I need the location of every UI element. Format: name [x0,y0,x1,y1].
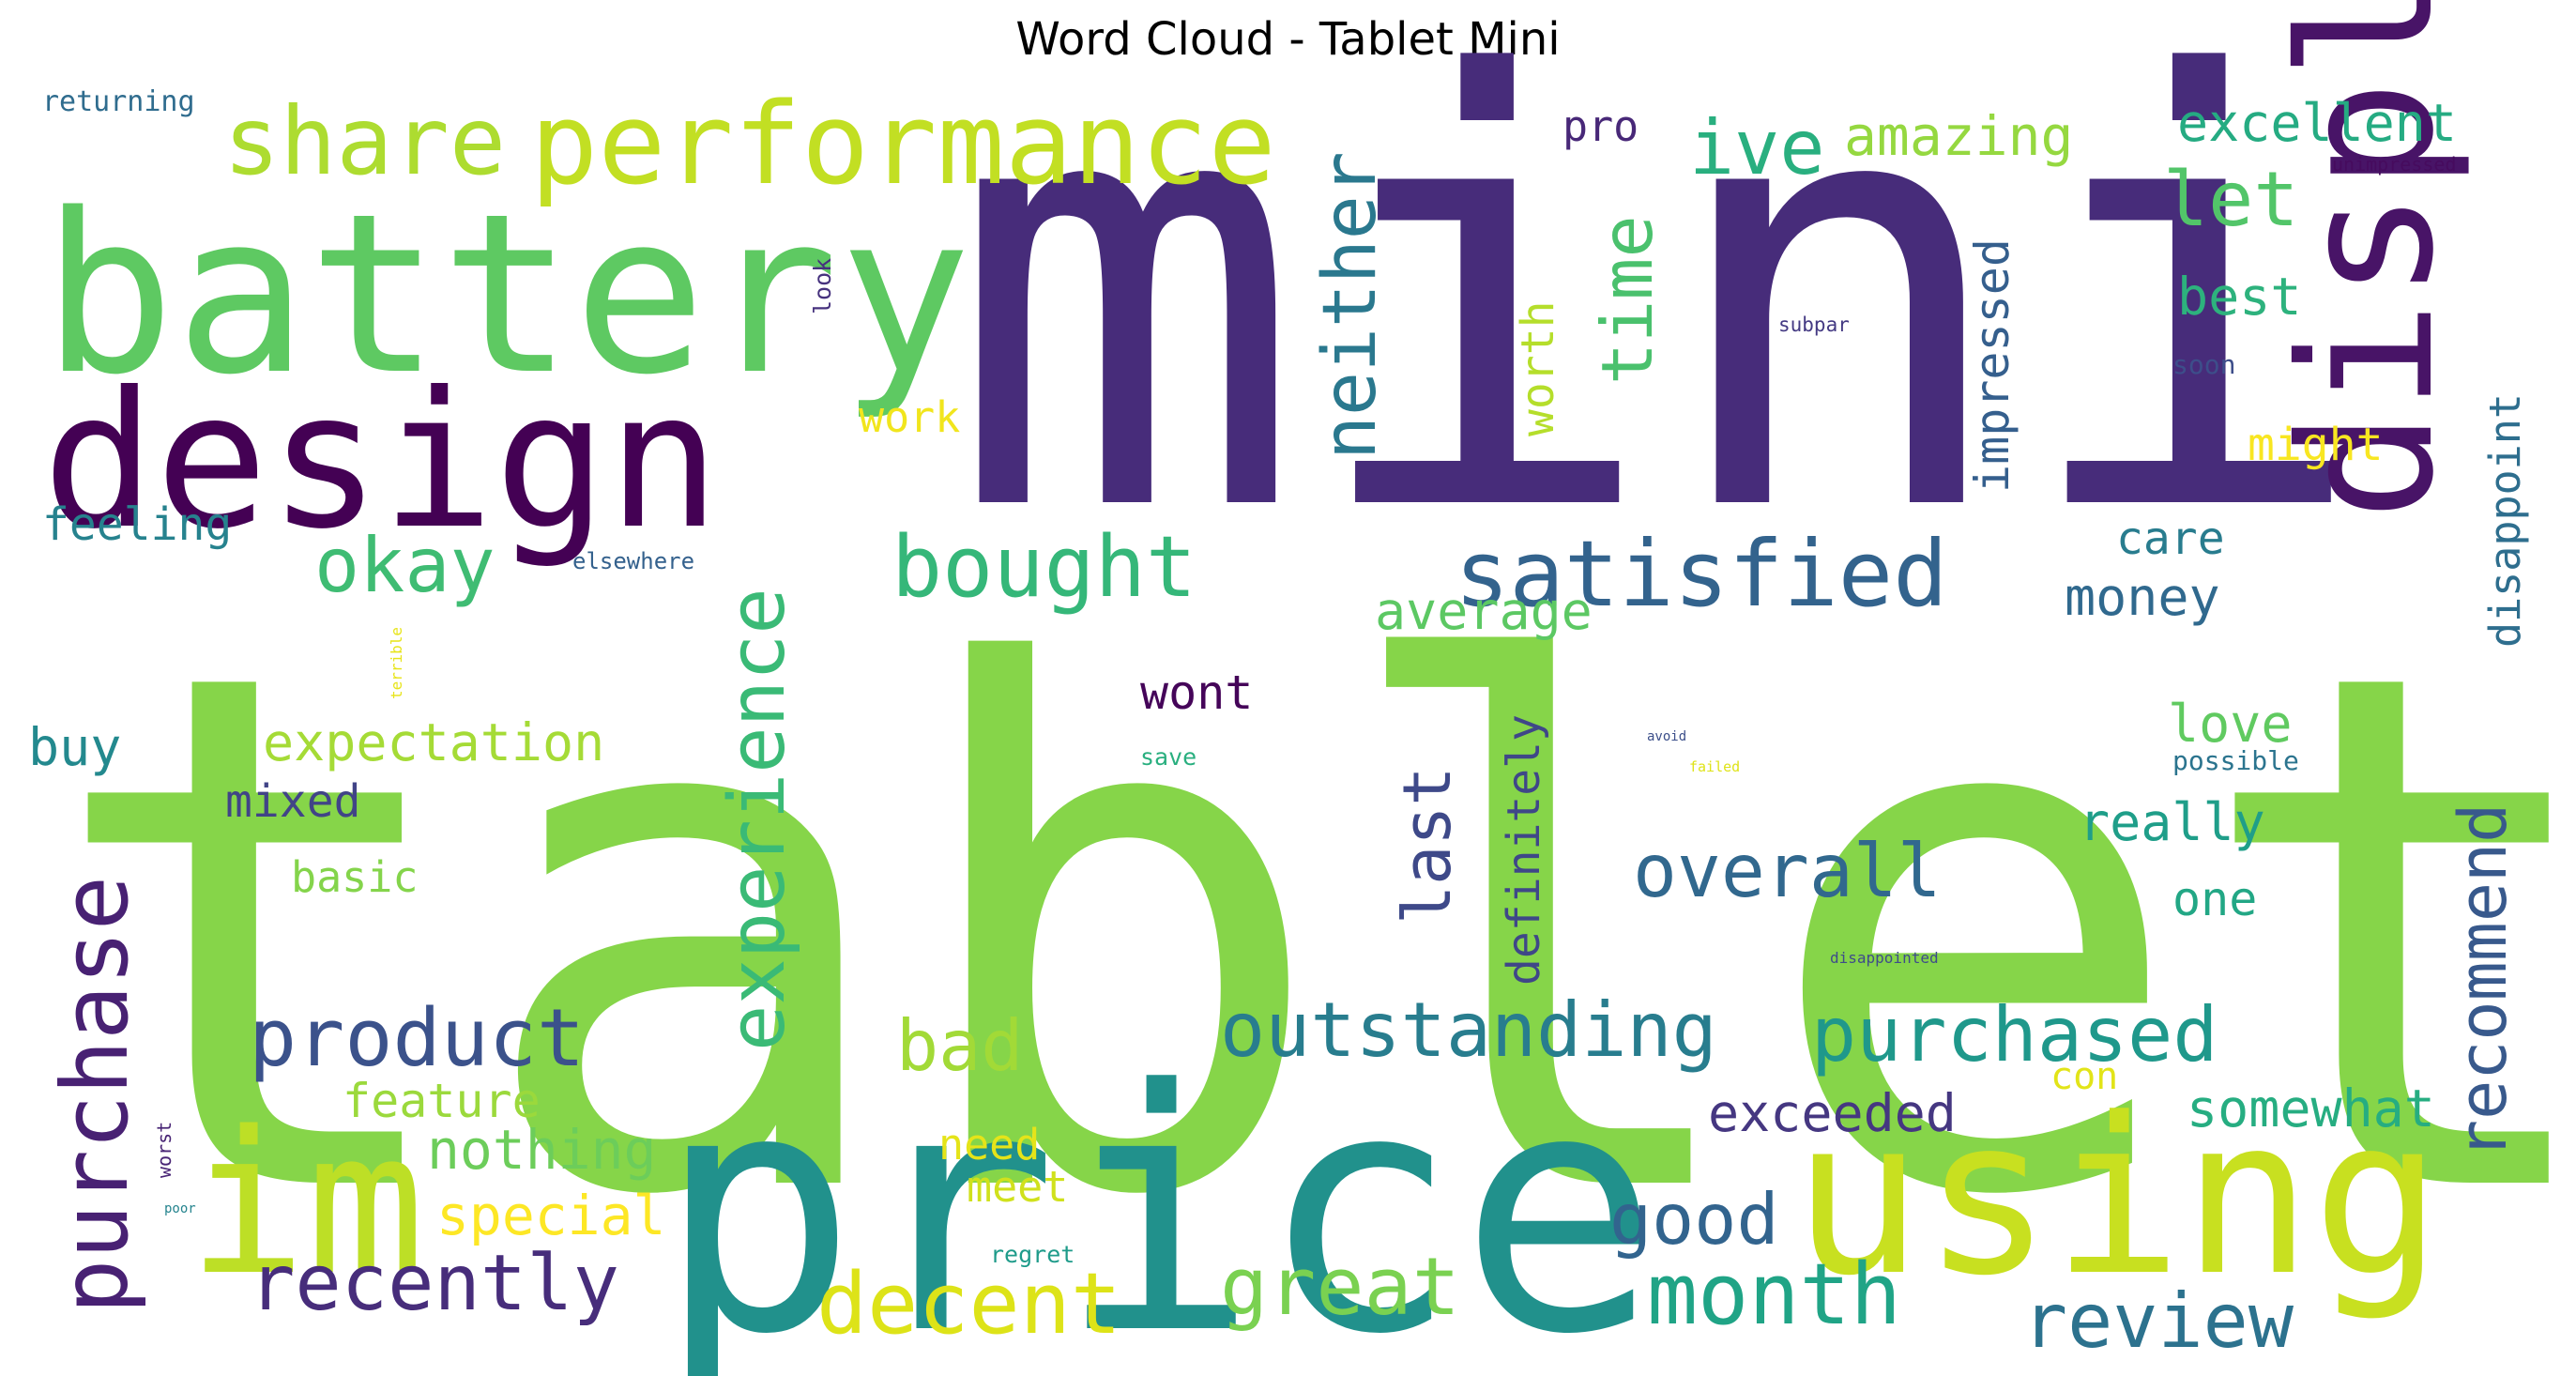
word-okay: okay [314,522,495,609]
word-poor: poor [164,1201,196,1216]
word-time: time [1586,215,1669,385]
word-design: design [42,352,720,571]
word-bought: bought [892,518,1197,617]
word-recommend: recommend [2445,803,2522,1159]
word-special: special [436,1184,665,1247]
word-money: money [2065,567,2220,627]
word-feature: feature [343,1074,541,1128]
word-soon: soon [2172,349,2235,380]
word-failed: failed [1689,758,1740,775]
word-mini: mini [948,0,2371,642]
word-ive: ive [1689,104,1825,191]
word-exceeded: exceeded [1708,1083,1957,1143]
word-tablet: tablet [42,522,2576,1352]
word-purchase: purchase [42,876,148,1314]
word-worst: worst [153,1122,175,1178]
word-satisfied: satisfied [1455,521,1948,627]
word-price: price [657,1018,1660,1376]
word-disappointed: disappointed [1830,949,1939,967]
word-using: using [1792,1073,2442,1323]
word-look: look [809,258,836,314]
word-save: save [1140,743,1197,771]
word-regret: regret [990,1241,1075,1268]
figure-title: Word Cloud - Tablet Mini [1015,13,1561,66]
word-terrible: terrible [388,627,405,699]
word-unimpressed: unimpressed [2332,153,2456,176]
word-subpar: subpar [1778,313,1850,336]
word-performance: performance [530,80,1276,210]
word-display: display [2261,0,2474,521]
word-mixed: mixed [225,775,361,828]
word-wont: wont [1140,665,1253,720]
word-im: im [188,1089,425,1319]
word-excellent: excellent [2177,93,2457,153]
word-nothing: nothing [427,1118,656,1182]
word-might: might [2248,419,2384,471]
word-product: product [249,992,585,1085]
word-let: let [2163,156,2299,243]
word-pro: pro [1562,101,1639,151]
word-impressed: impressed [1965,238,2020,493]
word-care: care [2116,512,2225,565]
word-returning: returning [42,85,195,118]
word-elsewhere: elsewhere [572,548,694,574]
word-avoid: avoid [1647,729,1686,744]
word-share: share [223,86,506,196]
word-basic: basic [291,852,418,902]
word-really: really [2079,792,2265,852]
word-worth: worth [1512,301,1564,437]
word-purchased: purchased [1811,991,2218,1078]
word-decent: decent [816,1255,1121,1353]
word-review: review [2022,1277,2294,1365]
word-need: need [938,1120,1040,1170]
word-experience: experience [713,588,802,1051]
word-great: great [1220,1241,1460,1334]
word-con: con [2050,1055,2118,1098]
word-buy: buy [28,717,121,777]
word-last: last [1389,766,1466,925]
word-meet: meet [967,1162,1068,1212]
word-work: work [859,392,960,442]
word-possible: possible [2172,745,2299,776]
word-overall: overall [1633,830,1942,914]
word-average: average [1375,581,1593,641]
word-best: best [2177,267,2301,327]
word-somewhat: somewhat [2187,1078,2435,1139]
word-good: good [1609,1178,1779,1261]
word-bad: bad [896,1004,1023,1087]
word-one: one [2172,872,2257,926]
word-feeling: feeling [42,498,232,551]
word-neither: neither [1308,151,1393,460]
word-expectation: expectation [263,712,604,772]
word-recently: recently [249,1239,619,1328]
word-month: month [1647,1246,1901,1344]
word-disappoint: disappoint [2480,393,2530,648]
word-outstanding: outstanding [1220,986,1717,1074]
word-amazing: amazing [1844,104,2073,168]
word-battery: battery [42,167,971,423]
word-definitely: definitely [1498,714,1550,986]
word-love: love [2168,694,2292,754]
